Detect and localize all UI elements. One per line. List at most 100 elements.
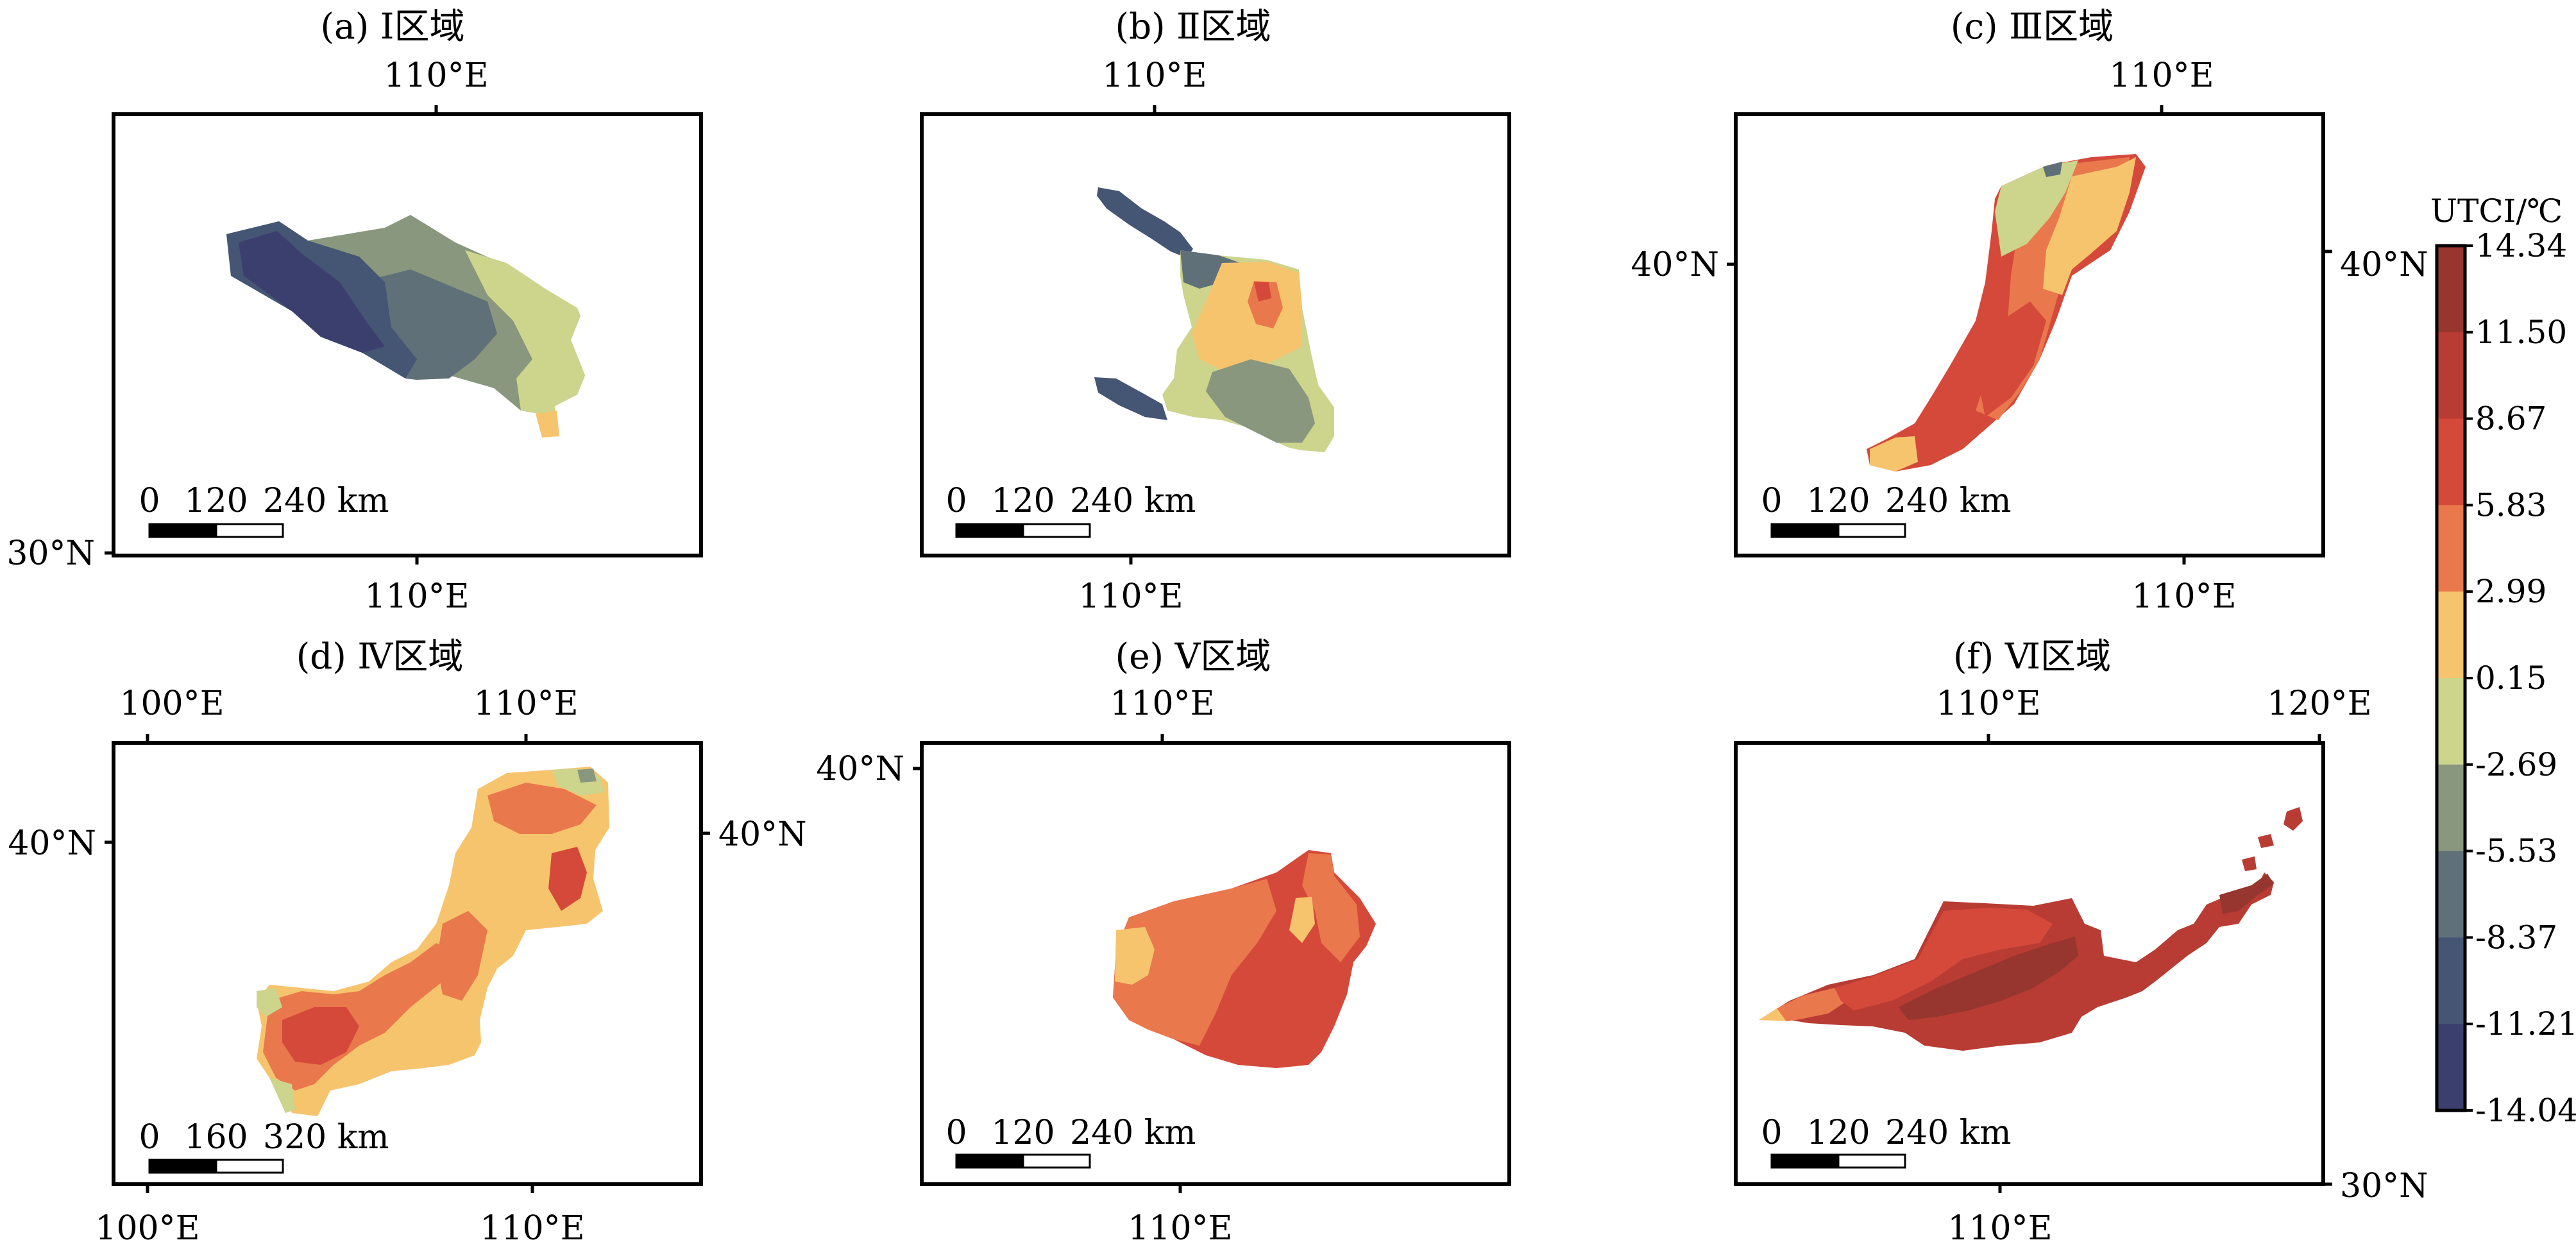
panel-e-scale-label-2: 240 km [1070,1114,1196,1152]
panel-e-scale-black [955,1153,1024,1169]
panel-b: (b) Ⅱ区域 110°E 110°E 0 120 240 km [920,6,1511,616]
panel-d: (d) Ⅳ区域 100°E 110°E 100°E 110°E 40°N 40°… [8,636,806,1248]
panel-a-scale-white [215,523,284,538]
colorbar-segment [2437,505,2465,592]
panel-e-left-label-0: 40°N [816,750,904,788]
panel-a-top-label-0: 110°E [384,56,488,95]
colorbar-segment [2437,764,2465,852]
colorbar-segment [2437,591,2465,679]
panel-e-scale-label-0: 0 [945,1114,967,1152]
panel-d-region-green-sw [257,988,282,1017]
panel-b-scale-label-1: 120 [991,482,1055,520]
panel-d-right-label-0: 40°N [718,815,807,854]
panel-d-bottom-label-0: 100°E [95,1209,199,1248]
panel-b-region-olive [1206,359,1315,443]
panel-f-scale-white [1837,1153,1906,1169]
panel-d-region-orange-upper [487,783,597,834]
colorbar-segment [2437,937,2465,1024]
panel-d-top-label-0: 100°E [119,684,224,723]
panel-b-region-dark [1180,250,1244,289]
panel-a-bottom-label-0: 110°E [364,577,469,616]
colorbar-tick-label: 0.15 [2475,659,2546,697]
panel-f-right-label-0: 30°N [2340,1167,2428,1205]
panel-c-frame [1734,112,2325,557]
panel-b-region-arm-lower [1094,377,1167,420]
panel-d-scale-black [148,1159,217,1174]
panel-b-title: (b) Ⅱ区域 [1115,6,1271,47]
panel-d-scale-label-2: 320 km [263,1118,389,1157]
panel-f-scale-label-1: 120 [1806,1114,1870,1152]
panel-c-scale-label-0: 0 [1761,482,1782,520]
panel-d-scale-white [215,1159,284,1174]
panel-c: (c) Ⅲ区域 110°E 110°E 40°N 40°N 0 120 240 … [1631,6,2428,616]
colorbar-tick-label: -2.69 [2475,746,2557,783]
panel-a: (a) Ⅰ区域 110°E 110°E 30°N 0 120 240 km [6,6,703,616]
panel-d-scale-label-0: 0 [139,1118,160,1157]
panel-f-bottom-label-0: 110°E [1947,1209,2052,1248]
panel-c-title: (c) Ⅲ区域 [1951,6,2114,47]
panel-d-region-map [257,767,609,1116]
panel-c-right-label-0: 40°N [2340,246,2428,284]
panel-e: (e) Ⅴ区域 110°E 110°E 40°N 0 120 240 km [816,636,1511,1248]
panel-e-region-map [1113,850,1376,1068]
panel-b-scale-bar: 0 120 240 km [945,482,1196,538]
panel-c-region-dark [2043,162,2062,177]
panel-f-region-orange [1777,988,1847,1021]
panel-c-scale-white [1837,523,1906,538]
panel-e-scale-bar: 0 120 240 km [945,1114,1196,1169]
panel-b-scale-black [955,523,1024,538]
colorbar-legend: UTCI/℃ 14.34 11.50 8.67 5.83 2.99 0.15 -2.69 -5… [2430,192,2576,1129]
panel-d-scale-bar: 0 160 320 km [139,1118,389,1174]
panel-d-region-red-upper [548,847,587,911]
panel-c-left-label-0: 40°N [1631,246,1719,284]
panel-e-top-label-0: 110°E [1110,684,1214,723]
panel-a-region-warm [465,250,585,438]
panel-a-region-map [226,215,585,438]
panel-b-frame [920,112,1511,557]
panel-e-bottom-label-0: 110°E [1128,1209,1232,1248]
panel-e-title: (e) Ⅴ区域 [1115,636,1271,677]
panel-a-frame [112,112,703,557]
panel-b-scale-label-2: 240 km [1070,482,1196,520]
panel-f-top-label-0: 110°E [1936,684,2040,723]
panel-e-region-orange-east [1302,853,1360,962]
panel-c-region-pale-sw [1870,436,1918,472]
panel-b-region-arm-upper [1097,187,1193,258]
panel-c-region-map [1867,154,2146,472]
panel-c-region-core [1979,302,2046,417]
colorbar-segment [2437,246,2465,333]
panel-c-scale-label-2: 240 km [1885,482,2012,520]
colorbar-tick-label: 5.83 [2475,486,2546,523]
panel-a-region-cold [239,231,385,353]
panel-f: (f) Ⅵ区域 110°E 120°E 110°E 30°N 0 120 240… [1734,636,2428,1248]
panel-c-scale-black [1770,523,1840,538]
panel-b-scale-label-0: 0 [945,482,967,520]
panel-b-bottom-label-0: 110°E [1078,577,1183,616]
colorbar-segment [2437,418,2465,506]
colorbar-tick-label: 8.67 [2475,400,2546,438]
panel-b-scale-white [1022,523,1091,538]
panel-f-region-red [1835,908,2053,1010]
colorbar-segment [2437,332,2465,420]
colorbar-segment [2437,1024,2465,1111]
panel-a-scale-label-0: 0 [139,482,160,520]
panel-d-region-red-main [282,1007,359,1065]
panel-c-scale-label-1: 120 [1806,482,1870,520]
panel-c-bottom-label-0: 110°E [2131,577,2236,616]
colorbar-segment [2437,678,2465,765]
panel-a-title: (a) Ⅰ区域 [321,6,465,47]
panel-f-scale-label-2: 240 km [1885,1114,2012,1152]
panel-d-region-green-s [269,1078,295,1113]
panel-e-region-orange [1113,879,1276,1046]
panel-a-left-label-0: 30°N [6,534,95,573]
colorbar-tick-label: -8.37 [2475,919,2557,956]
panel-a-region-hot [536,411,559,438]
panel-a-scale-label-1: 120 [184,482,248,520]
panel-e-frame [920,741,1511,1186]
panel-f-region-islands [2242,807,2303,871]
colorbar-ticks: 14.34 11.50 8.67 5.83 2.99 0.15 -2.69 -5.53 -8.3… [2465,227,2576,1129]
panel-f-region-map [1759,807,2303,1051]
colorbar-segment [2437,851,2465,938]
panel-d-left-label-0: 40°N [8,824,96,863]
